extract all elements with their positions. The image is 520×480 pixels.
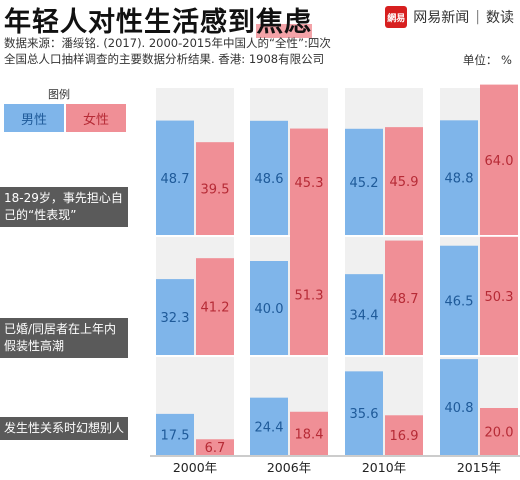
bar-male [345, 274, 383, 355]
bar-female [480, 236, 518, 355]
data-label: 51.3 [295, 289, 324, 304]
legend-title: 图例 [48, 88, 70, 101]
data-label: 48.7 [390, 292, 419, 307]
x-tick-label: 2015年 [457, 460, 501, 475]
data-label: 39.5 [201, 183, 230, 198]
bar-female [385, 240, 423, 355]
bar-female [290, 128, 328, 235]
page-title: 年轻人对性生活感到焦虑 [4, 0, 312, 39]
data-label: 46.5 [445, 294, 474, 309]
data-label: 18.4 [295, 427, 324, 442]
netease-logo-icon: 網易 [385, 6, 408, 28]
title-text: 年轻人对性生活感到 [4, 7, 256, 38]
brand: 網易 网易新闻 | 数读 [385, 6, 514, 28]
data-label: 20.0 [485, 426, 514, 441]
bar-male [345, 371, 383, 455]
unit-label: 单位： % [462, 53, 512, 67]
source-note: 数据来源：潘绥铭. (2017). 2000-2015年中国人的“全性”:四次 … [4, 35, 474, 67]
data-label: 40.0 [255, 302, 284, 317]
brand-name: 网易新闻 [413, 10, 470, 26]
data-label: 35.6 [350, 407, 379, 422]
bar-male [440, 245, 478, 355]
bar-male [156, 279, 194, 355]
x-tick-label: 2010年 [362, 460, 406, 475]
brand-separator: | [475, 9, 480, 25]
bar-female [385, 127, 423, 235]
bar-male [250, 397, 288, 455]
bar-female [385, 415, 423, 455]
legend-male: 男性 [4, 104, 64, 132]
bar-male [250, 261, 288, 355]
bar-male [440, 359, 478, 455]
source-line-2: 全国总人口抽样调查的主要数据分析结果. 香港: 1908有限公司 [4, 52, 325, 66]
data-label: 6.7 [205, 441, 226, 456]
row-label-0: 18-29岁，事先担心自己的“性表现” [0, 187, 128, 227]
data-label: 45.9 [390, 175, 419, 190]
data-label: 24.4 [255, 420, 284, 435]
bar-female [196, 142, 234, 235]
data-label: 64.0 [485, 154, 514, 169]
data-label: 17.5 [161, 428, 190, 443]
title-highlight: 焦虑 [256, 7, 312, 38]
x-tick-label: 2000年 [173, 460, 217, 475]
data-label: 16.9 [390, 429, 419, 444]
row-label-1: 已婚/同居者在上年内假装性高潮 [0, 318, 128, 358]
brand-sub: 数读 [486, 10, 514, 26]
data-label: 34.4 [350, 309, 379, 324]
bar-male [440, 120, 478, 235]
data-label: 45.2 [350, 176, 379, 191]
bar-female [480, 408, 518, 455]
bar-male [156, 120, 194, 235]
bar-male [345, 128, 383, 235]
source-line-1: 数据来源：潘绥铭. (2017). 2000-2015年中国人的“全性”:四次 [4, 36, 331, 50]
data-label: 48.6 [255, 172, 284, 187]
data-label: 32.3 [161, 311, 190, 326]
bar-female [480, 84, 518, 235]
data-label: 48.7 [161, 172, 190, 187]
data-label: 48.8 [445, 172, 474, 187]
legend-female: 女性 [66, 104, 126, 132]
x-tick-label: 2006年 [267, 460, 311, 475]
bar-female [196, 439, 234, 455]
bar-female [196, 258, 234, 355]
bar-female [290, 234, 328, 355]
data-label: 50.3 [485, 290, 514, 305]
data-label: 45.3 [295, 176, 324, 191]
data-label: 40.8 [445, 401, 474, 416]
data-label: 41.2 [201, 301, 230, 316]
bar-male [250, 120, 288, 235]
bar-female [290, 411, 328, 455]
row-label-2: 发生性关系时幻想别人 [0, 417, 128, 440]
bar-male [156, 413, 194, 455]
